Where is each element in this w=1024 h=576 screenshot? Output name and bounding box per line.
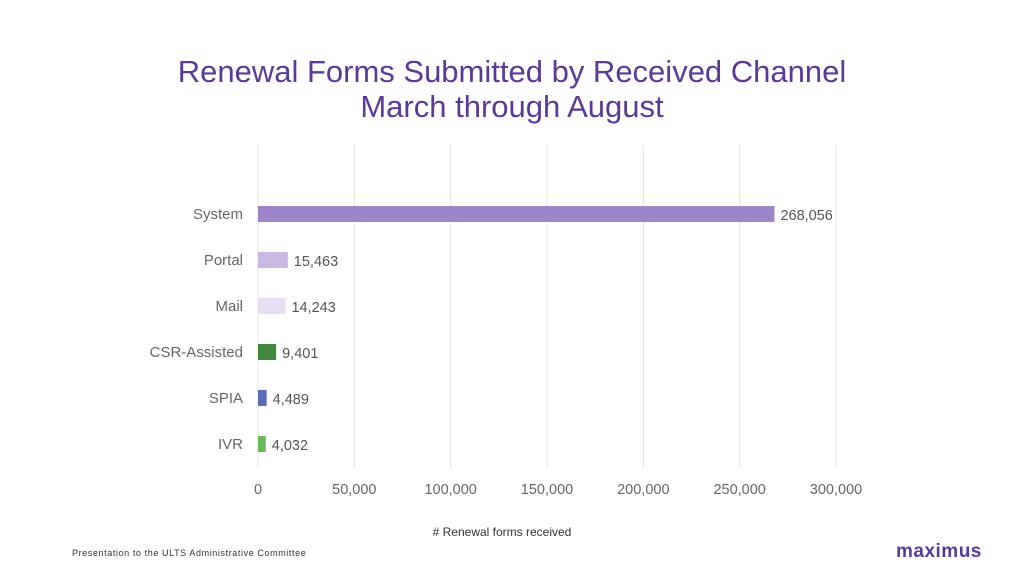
- bar: [258, 436, 266, 452]
- category-label: System: [193, 206, 243, 223]
- bar: [258, 252, 288, 268]
- x-tick-label: 250,000: [713, 482, 765, 498]
- bar: [258, 298, 286, 314]
- chart-title: Renewal Forms Submitted by Received Chan…: [0, 54, 1024, 124]
- x-tick-label: 100,000: [424, 482, 476, 498]
- x-tick-label: 50,000: [332, 482, 376, 498]
- chart-title-line-1: Renewal Forms Submitted by Received Chan…: [177, 54, 847, 89]
- data-label: 4,489: [273, 392, 309, 408]
- category-label: Portal: [204, 252, 243, 269]
- data-label: 268,056: [780, 208, 832, 224]
- bar: [258, 344, 277, 360]
- chart-title-line-2: March through August: [360, 89, 664, 124]
- footer-text: Presentation to the ULTS Administrative …: [72, 548, 307, 558]
- category-label: CSR-Assisted: [150, 344, 243, 361]
- bar: [258, 390, 267, 406]
- bar: [258, 206, 775, 222]
- data-label: 15,463: [294, 254, 338, 270]
- x-tick-label: 0: [254, 482, 262, 498]
- maximus-logo: maximus: [896, 541, 982, 562]
- data-label: 4,032: [272, 438, 308, 454]
- data-label: 14,243: [291, 300, 335, 316]
- data-label: 9,401: [282, 346, 318, 362]
- category-label: SPIA: [209, 390, 243, 407]
- category-label: Mail: [215, 298, 243, 315]
- x-tick-label: 200,000: [617, 482, 669, 498]
- x-tick-label: 150,000: [521, 482, 573, 498]
- x-tick-label: 300,000: [810, 482, 862, 498]
- x-axis-label: # Renewal forms received: [433, 525, 572, 539]
- category-label: IVR: [218, 436, 243, 453]
